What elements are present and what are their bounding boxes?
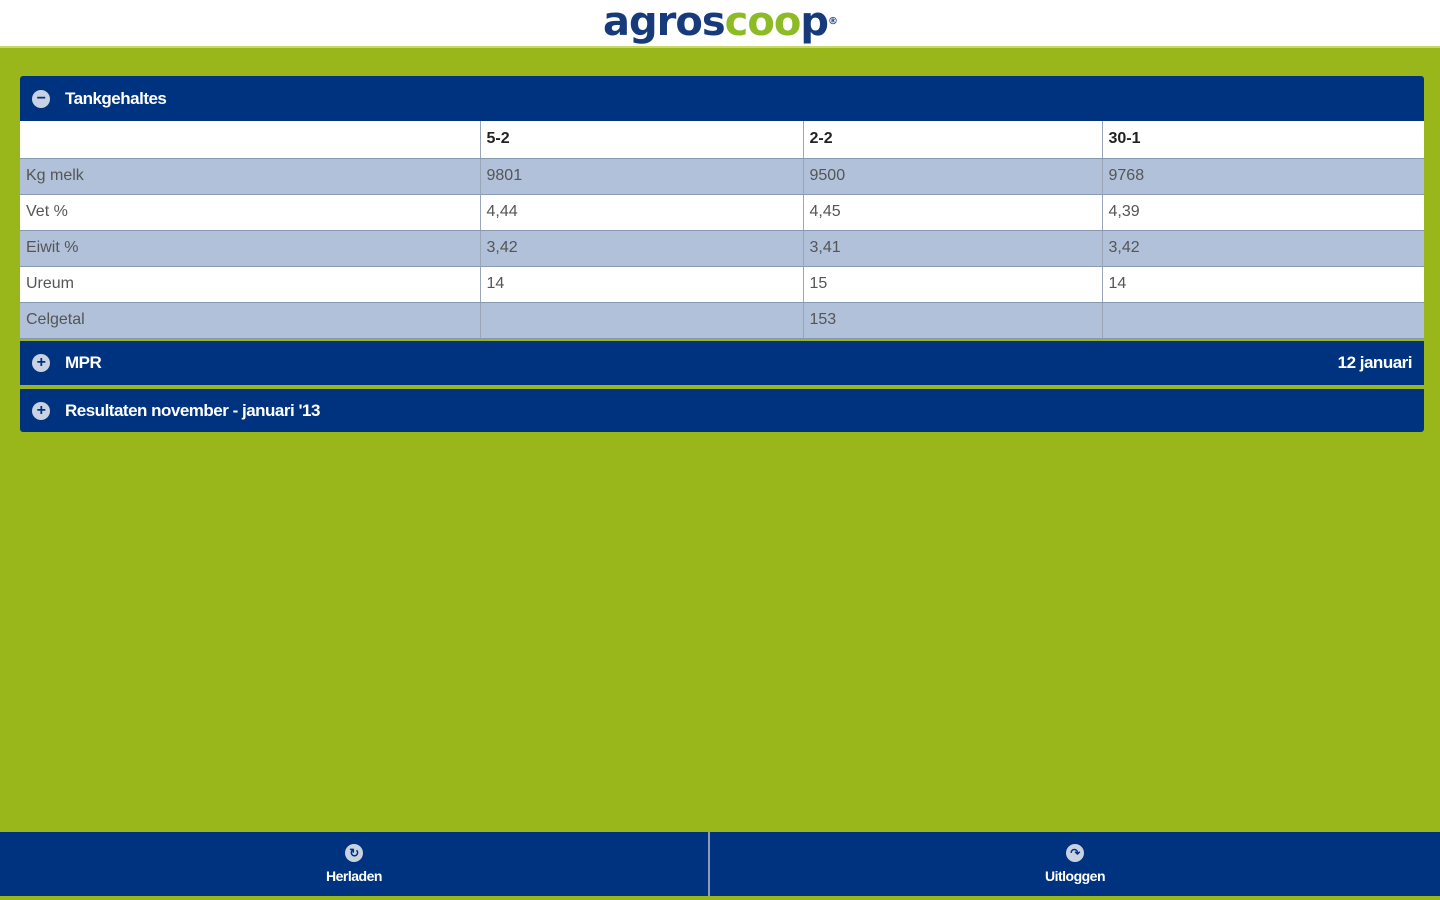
footer-toolbar: ↻ Herladen ↷ Uitloggen [0,832,1440,896]
table-row: Ureum 14 15 14 [20,266,1424,303]
cell: 15 [802,266,1102,303]
row-label: Vet % [20,194,480,231]
logout-label: Uitloggen [1044,868,1106,884]
logout-icon: ↷ [1066,844,1084,862]
plus-icon: + [32,401,50,420]
row-label: Ureum [20,266,480,303]
row-label: Kg melk [20,158,480,195]
mpr-date: 12 januari [1337,353,1413,372]
results-header[interactable]: + Resultaten november - januari '13 [20,389,1424,432]
tankgehaltes-header[interactable]: − Tankgehaltes [20,76,1424,121]
tankgehaltes-title: Tankgehaltes [65,88,167,108]
column-header [20,121,480,159]
row-label: Celgetal [20,302,480,339]
cell [479,302,803,339]
column-header: 5-2 [479,121,803,159]
cell: 4,39 [1101,194,1424,231]
reload-button[interactable]: ↻ Herladen [0,832,710,896]
plus-icon: + [32,354,50,372]
cell: 4,44 [479,194,803,231]
column-header: 2-2 [802,121,1102,159]
cell: 3,41 [802,230,1102,267]
results-title: Resultaten november - januari '13 [65,400,320,420]
agroscoop-logo: agroscoop® [603,0,838,45]
cell [1101,302,1424,339]
table-row: Kg melk 9801 9500 9768 [20,158,1424,195]
tankgehaltes-table: 5-2 2-2 30-1 Kg melk 9801 9500 9768 Vet … [20,121,1424,339]
refresh-icon: ↻ [345,844,363,862]
cell: 9801 [479,158,803,195]
table-row: Celgetal 153 [20,302,1424,339]
cell: 9500 [802,158,1102,195]
cell: 14 [479,266,803,303]
reload-label: Herladen [326,868,382,884]
cell: 9768 [1101,158,1424,195]
app-header: agroscoop® [0,0,1440,48]
table-row: Vet % 4,44 4,45 4,39 [20,194,1424,231]
cell: 153 [802,302,1102,339]
cell: 3,42 [1101,230,1424,267]
table-header-row: 5-2 2-2 30-1 [20,121,1424,159]
row-label: Eiwit % [20,230,480,267]
column-header: 30-1 [1101,121,1424,159]
table-row: Eiwit % 3,42 3,41 3,42 [20,230,1424,267]
cell: 3,42 [479,230,803,267]
mpr-title: MPR [65,353,102,372]
minus-icon: − [32,89,50,108]
logout-button[interactable]: ↷ Uitloggen [710,832,1440,896]
cell: 4,45 [802,194,1102,231]
cell: 14 [1101,266,1424,303]
mpr-header[interactable]: + MPR 12 januari [20,341,1424,385]
